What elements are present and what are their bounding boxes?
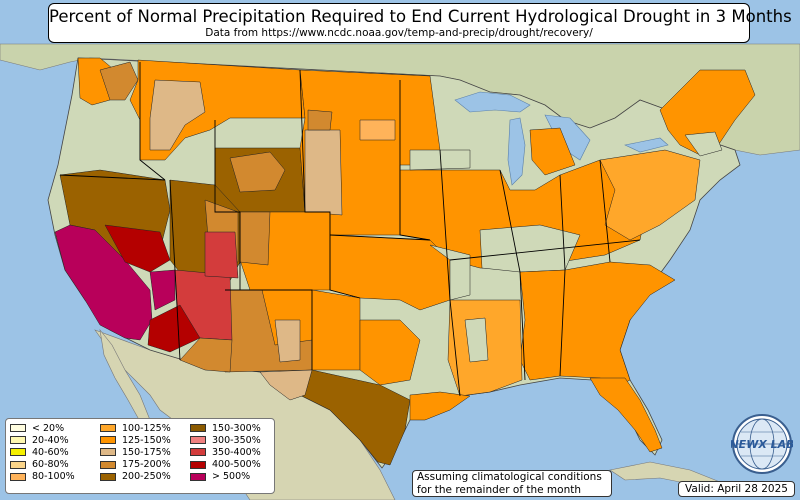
legend-item: 175-200%: [100, 459, 171, 471]
legend-swatch: [10, 460, 26, 469]
legend-swatch: [100, 448, 116, 457]
lake-michigan: [507, 117, 526, 186]
legend-swatch: [190, 436, 206, 445]
zone-co-brown: [239, 211, 271, 266]
zone-northeast: [659, 69, 756, 156]
note-line-2: for the remainder of the month: [417, 483, 582, 496]
note-line-1: Assuming climatological conditions: [417, 471, 602, 483]
legend-item: 125-150%: [100, 434, 171, 446]
legend: < 20% 20-40% 40-60% 60-80% 80-100% 100-1…: [5, 418, 275, 494]
legend-swatch: [100, 460, 116, 469]
legend-swatch: [100, 472, 116, 481]
zone-wy-inner: [229, 151, 286, 193]
legend-item: 200-250%: [100, 471, 171, 483]
legend-swatch: [10, 436, 26, 445]
zone-utah-red: [204, 231, 239, 279]
legend-item: 40-60%: [10, 446, 75, 458]
legend-swatch: [10, 472, 26, 481]
zone-nm-tan: [274, 319, 301, 363]
legend-swatch: [100, 436, 116, 445]
legend-item: 150-300%: [190, 422, 261, 434]
legend-item: 150-175%: [100, 446, 171, 458]
legend-swatch: [190, 448, 206, 457]
legend-swatch: [190, 472, 206, 481]
zone-texas-tan: [259, 369, 313, 401]
zone-california: [54, 224, 153, 341]
zone-ms-light: [464, 317, 489, 363]
legend-column-2: 100-125% 125-150% 150-175% 175-200% 200-…: [100, 422, 171, 483]
zone-nd-brown: [307, 109, 333, 131]
zone-ne-light: [684, 131, 723, 157]
legend-item: 300-350%: [190, 434, 261, 446]
zone-ny-orange: [599, 149, 701, 241]
zone-texas-orange: [359, 319, 421, 386]
legend-item: 350-400%: [190, 446, 261, 458]
zone-sd-tan: [304, 129, 343, 216]
logo-text: NEWX LAB: [731, 438, 793, 451]
legend-swatch: [190, 460, 206, 469]
lake-superior: [454, 91, 531, 113]
map-title: Percent of Normal Precipitation Required…: [49, 7, 792, 26]
legend-item: > 500%: [190, 471, 261, 483]
zone-florida: [589, 377, 663, 453]
legend-swatch: [190, 424, 206, 433]
zone-mn-light: [359, 119, 396, 141]
zone-nevada-red: [104, 224, 171, 273]
valid-date: Valid: April 28 2025: [678, 481, 795, 497]
zone-texas-panhandle: [311, 289, 361, 371]
state-boundaries: [59, 62, 641, 397]
legend-item: < 20%: [10, 422, 75, 434]
legend-swatch: [100, 424, 116, 433]
legend-column-3: 150-300% 300-350% 350-400% 400-500% > 50…: [190, 422, 261, 483]
zone-idaho-tan: [149, 79, 206, 151]
title-box: Percent of Normal Precipitation Required…: [48, 3, 792, 43]
zone-midwest-light: [409, 149, 471, 171]
zone-southeast: [519, 261, 676, 386]
zone-az-darkred: [147, 304, 201, 353]
assumption-note: Assuming climatological conditions for t…: [412, 470, 612, 497]
zone-gulf-orange: [409, 391, 471, 421]
legend-swatch: [10, 448, 26, 457]
legend-item: 100-125%: [100, 422, 171, 434]
globe-logo-icon: NEWX LAB: [731, 414, 793, 474]
legend-item: 400-500%: [190, 459, 261, 471]
legend-item: 80-100%: [10, 471, 75, 483]
zone-az-west: [149, 269, 176, 311]
zone-az-southbrown: [179, 337, 233, 373]
map-subtitle: Data from https://www.ncdc.noaa.gov/temp…: [205, 27, 593, 39]
legend-swatch: [10, 424, 26, 433]
legend-column-1: < 20% 20-40% 40-60% 60-80% 80-100%: [10, 422, 75, 483]
zone-mi-orange: [529, 127, 576, 176]
lake-ontario: [624, 137, 669, 153]
zone-idaho-west: [99, 61, 139, 101]
legend-item: 60-80%: [10, 459, 75, 471]
legend-item: 20-40%: [10, 434, 75, 446]
